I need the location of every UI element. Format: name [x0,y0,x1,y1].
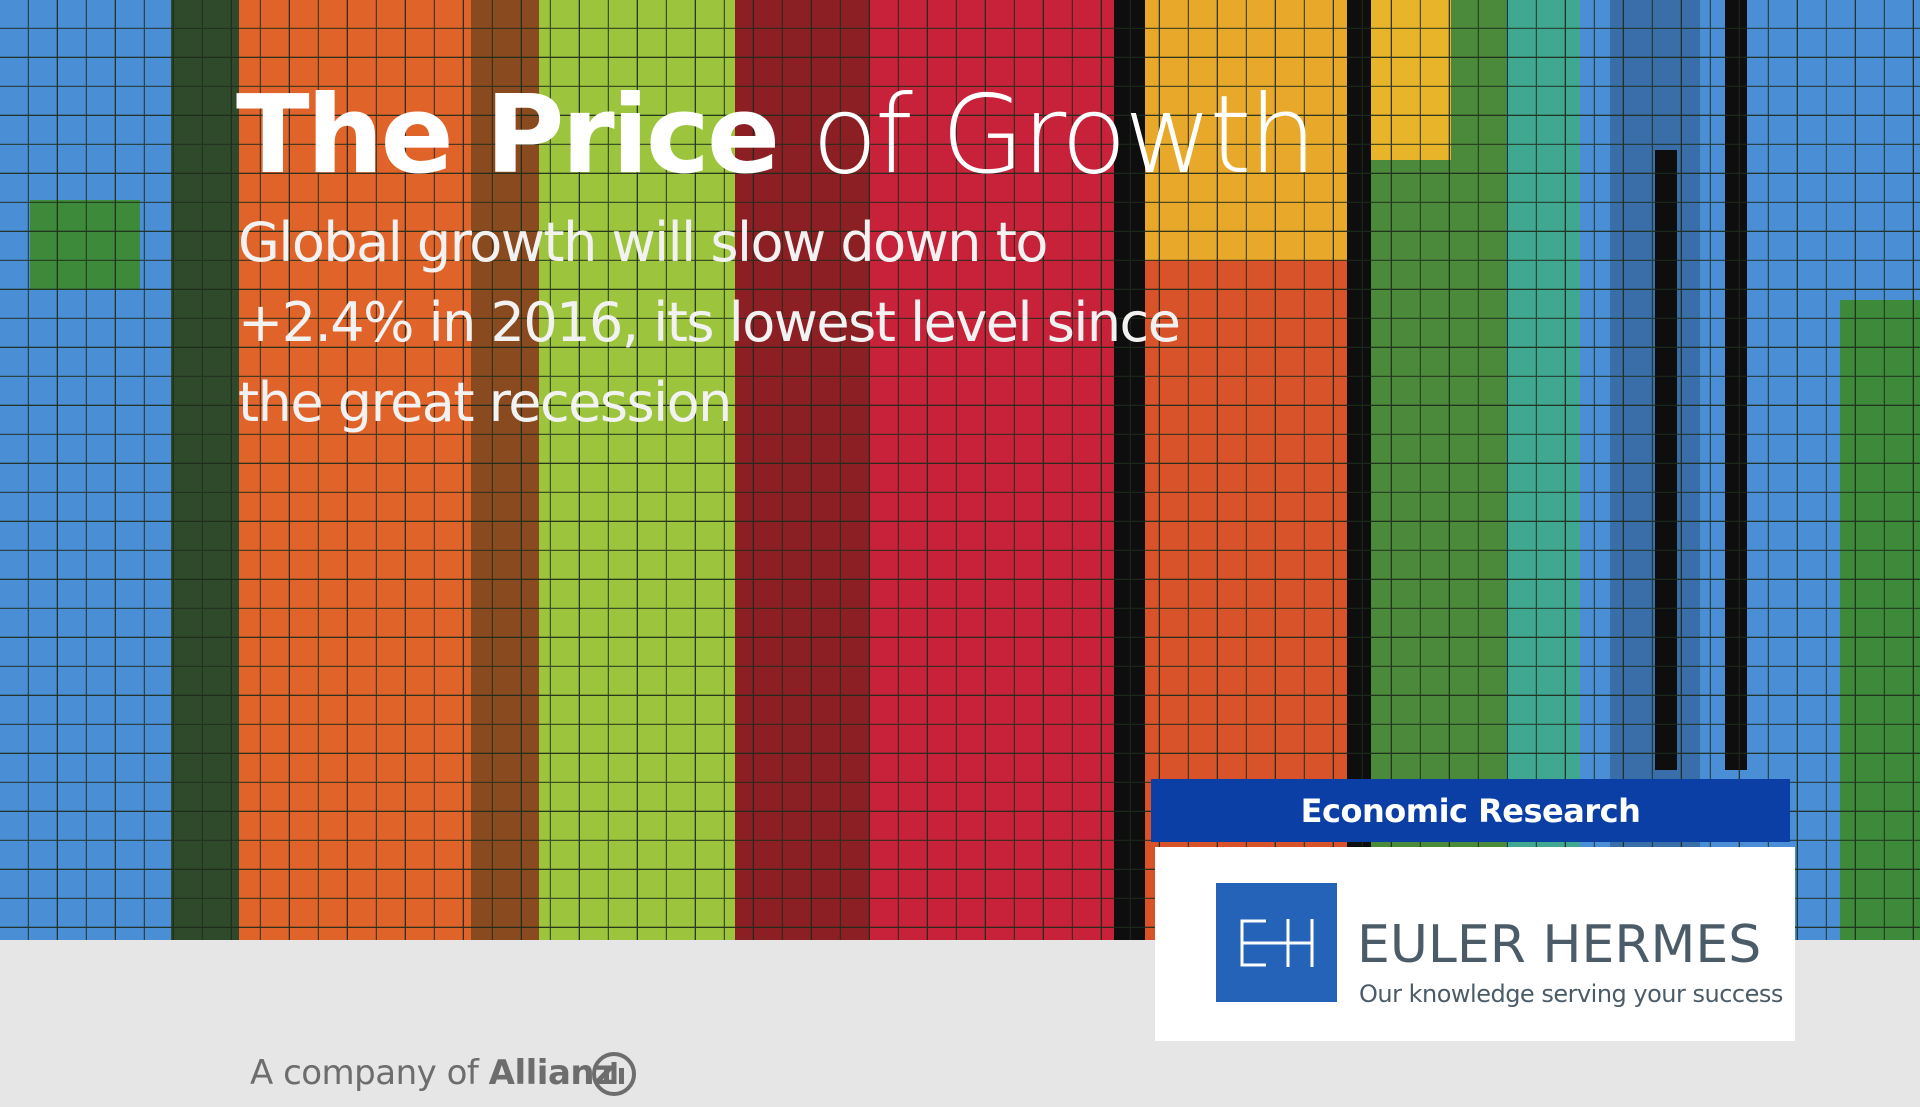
subtitle-line: +2.4% in 2016, its lowest level since [238,291,1181,354]
title: The Price of Growth [236,82,1317,190]
brand-name: EULER HERMES [1357,915,1762,975]
parent-company: A company of Allianz [250,1053,614,1093]
section-label: Economic Research [1300,791,1641,830]
brand-logo-mark [1216,883,1337,1002]
brand-tagline: Our knowledge serving your success [1359,980,1783,1008]
subtitle-line: Global growth will slow down to [238,211,1048,274]
title-light: of Growth [811,73,1317,198]
subtitle-line: the great recession [238,371,732,434]
allianz-logo-mark [592,1052,636,1096]
title-bold: The Price [236,73,780,198]
section-banner: Economic Research [1151,779,1790,842]
company-prefix: A company of [250,1053,479,1093]
